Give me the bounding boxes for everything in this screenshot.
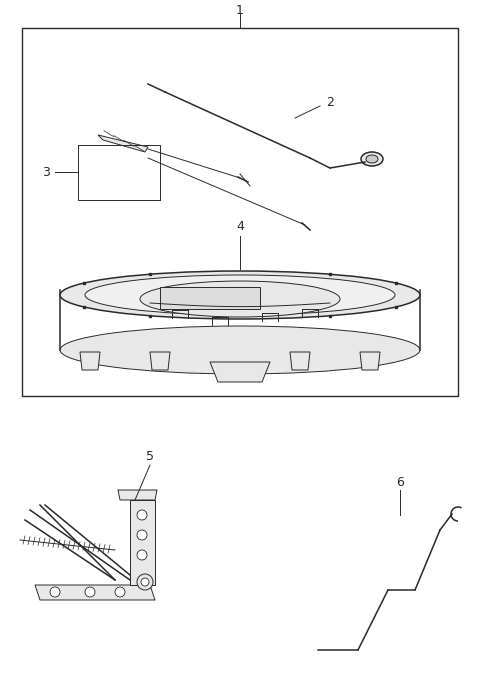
Circle shape	[137, 530, 147, 540]
Text: 6: 6	[396, 475, 404, 489]
Circle shape	[85, 587, 95, 597]
Polygon shape	[35, 585, 155, 600]
Bar	[160, 287, 260, 309]
Circle shape	[141, 578, 149, 586]
Circle shape	[137, 510, 147, 520]
Circle shape	[137, 550, 147, 560]
Ellipse shape	[140, 281, 340, 317]
Ellipse shape	[361, 152, 383, 166]
Ellipse shape	[85, 275, 395, 315]
Polygon shape	[290, 352, 310, 370]
Ellipse shape	[60, 326, 420, 374]
Polygon shape	[360, 352, 380, 370]
Polygon shape	[80, 352, 100, 370]
Text: 4: 4	[236, 220, 244, 234]
Circle shape	[115, 587, 125, 597]
Ellipse shape	[60, 271, 420, 319]
Polygon shape	[130, 500, 155, 585]
Text: 1: 1	[236, 4, 244, 17]
Polygon shape	[118, 490, 157, 500]
Bar	[22, 28, 458, 396]
Text: 3: 3	[42, 165, 50, 178]
Polygon shape	[150, 352, 170, 370]
Polygon shape	[210, 362, 270, 382]
Circle shape	[50, 587, 60, 597]
Polygon shape	[98, 135, 148, 152]
Circle shape	[137, 574, 153, 590]
Text: 5: 5	[146, 449, 154, 463]
Text: 2: 2	[326, 95, 334, 108]
Ellipse shape	[366, 155, 378, 163]
